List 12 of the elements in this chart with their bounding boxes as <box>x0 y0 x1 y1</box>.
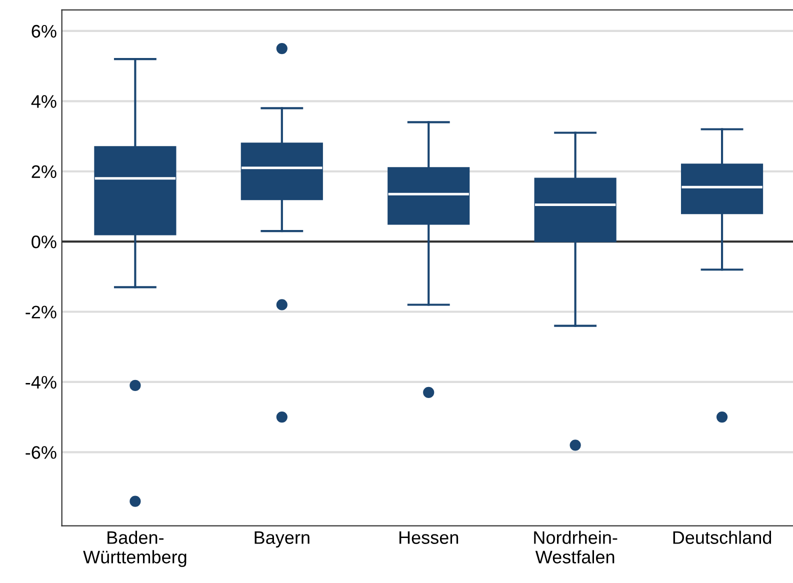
x-tick-label: Deutschland <box>673 530 772 544</box>
y-tick-label: -4% <box>26 376 56 389</box>
x-tick-label: Hessen <box>399 531 458 544</box>
y-tick-label: 0% <box>32 236 56 248</box>
x-tick-label: Bayern <box>254 531 310 548</box>
y-tick-label: 4% <box>31 95 56 108</box>
y-tick-label: -2% <box>26 306 56 318</box>
x-tick-label: Baden- Württemberg <box>83 530 186 568</box>
x-tick-label: Nordrhein- Westfalen <box>534 530 618 564</box>
y-tick-label: 2% <box>32 165 56 178</box>
y-tick-label: -6% <box>26 446 56 459</box>
y-tick-label: 6% <box>32 24 56 38</box>
